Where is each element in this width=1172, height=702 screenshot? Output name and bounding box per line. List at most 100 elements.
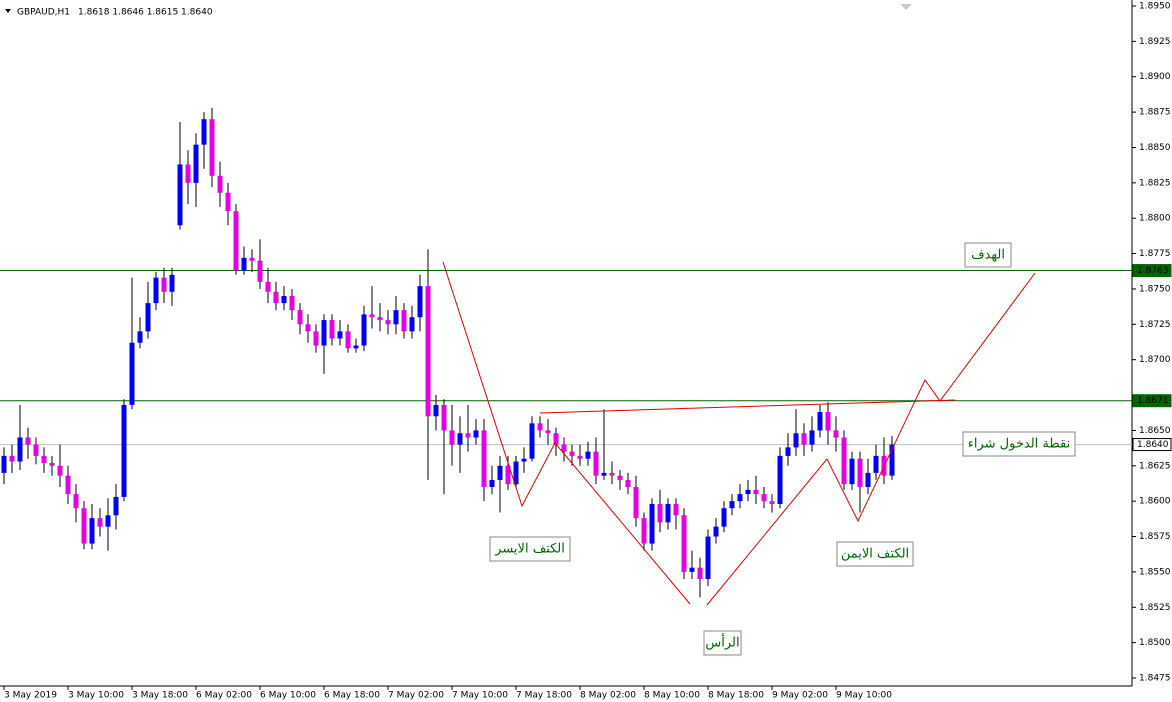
candle-body [81,508,87,544]
y-tick-label: 1.8875 [1139,108,1171,118]
candle-body [689,567,695,572]
candle-body [657,503,663,523]
scroll-marker [900,4,912,10]
candle-body [833,430,839,438]
candle-body [9,455,15,462]
candle-body [305,324,311,332]
pattern-line [706,272,1036,606]
x-tick-label: 6 May 02:00 [196,691,252,701]
x-tick-label: 3 May 2019 [4,691,57,701]
annotation: الرأس [705,634,739,651]
candle-body [601,472,607,476]
candle-body [713,526,719,537]
candle-body [825,412,831,431]
x-tick-label: 8 May 10:00 [644,691,700,701]
annotation: الكتف الايمن [841,547,909,562]
y-tick-label: 1.8525 [1139,603,1171,613]
candle-body [201,119,207,145]
candle-body [361,314,367,346]
candle-body [297,310,303,325]
candle-body [241,257,247,271]
y-tick-label: 1.8850 [1139,143,1171,153]
candle-body [401,310,407,332]
candle-body [177,164,183,226]
candle-body [113,496,119,516]
candle-body [449,430,455,445]
candle-body [193,144,199,183]
candle-body [433,404,439,417]
candle-body [345,331,351,349]
candle-body [753,489,759,495]
annotation-box [489,536,571,562]
candle-body [225,192,231,212]
x-tick-label: 3 May 18:00 [132,691,188,701]
candle-body [505,465,511,485]
candle-body [209,119,215,176]
y-tick-label: 1.8725 [1139,320,1171,330]
neckline [539,399,956,414]
level-price-box [1132,394,1172,408]
x-tick-label: 6 May 18:00 [324,691,380,701]
pattern-line [442,261,691,605]
y-tick-label: 1.8775 [1139,249,1171,259]
x-tick-label: 7 May 10:00 [452,691,508,701]
candle-body [857,458,863,488]
candle-body [593,451,599,476]
candle-body [41,455,47,463]
candle-body [673,503,679,516]
y-tick-label: 1.8600 [1139,497,1171,507]
candle-body [233,211,239,271]
candle-body [617,475,623,480]
y-tick-label: 1.8475 [1139,674,1171,684]
y-tick-label: 1.8825 [1139,178,1171,188]
candle-body [761,494,767,502]
y-tick-label: 1.8575 [1139,532,1171,542]
candle-body [609,472,615,476]
candle-body [521,458,527,462]
y-tick-label: 1.8500 [1139,638,1171,648]
candle-body [625,479,631,488]
candle-body [705,536,711,579]
candle-body [793,433,799,448]
candle-body [217,175,223,193]
candle-body [289,296,295,311]
candle-body [737,494,743,502]
x-tick-label: 9 May 02:00 [772,691,828,701]
x-tick-label: 9 May 10:00 [836,691,892,701]
candle-body [481,430,487,488]
y-tick-label: 1.8900 [1139,72,1171,82]
candle-body [169,274,175,292]
candle-body [57,465,63,476]
candle-body [145,303,151,332]
candle-body [569,451,575,456]
x-tick-label: 8 May 18:00 [708,691,764,701]
candle-body [889,444,895,476]
candle-body [17,437,23,462]
candle-body [257,260,263,282]
candle-body [33,444,39,456]
candle-body [497,465,503,480]
candle-body [409,317,415,332]
annotation-box [703,630,742,656]
candle-body [777,455,783,504]
candle-body [489,479,495,488]
candle-body [729,501,735,509]
y-tick-label: 1.8950 [1139,2,1171,12]
candle-body [649,503,655,544]
annotation: الهدف [971,248,1005,263]
candle-body [153,277,159,304]
candle-body [313,331,319,346]
candle-body [425,286,431,417]
candle-body [817,412,823,431]
candle-body [441,404,447,431]
candle-body [585,451,591,459]
candle-body [185,164,191,183]
y-tick-label: 1.8800 [1139,214,1171,224]
candle-body [321,320,327,346]
x-tick-label: 7 May 18:00 [516,691,572,701]
candle-body [161,277,167,292]
candle-body [553,433,559,445]
candle-body [65,475,71,495]
candle-body [641,518,647,544]
